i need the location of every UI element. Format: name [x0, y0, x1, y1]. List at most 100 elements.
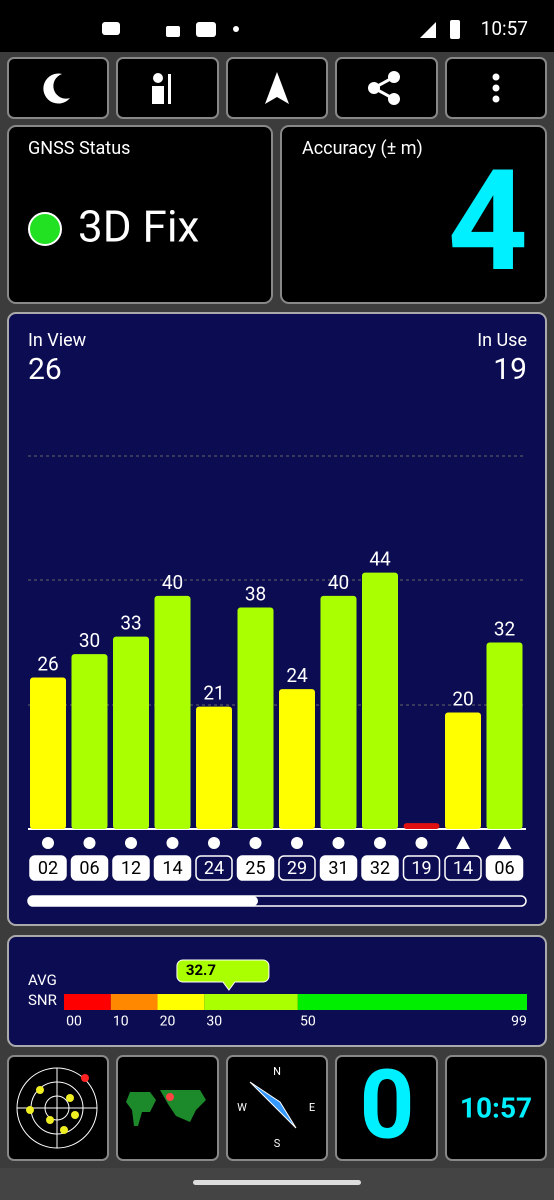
constellation-icon — [125, 837, 137, 849]
satellite-count: 0 — [359, 1049, 414, 1161]
sat-id-box — [112, 855, 150, 881]
gnss-title: GNSS Status — [28, 138, 130, 159]
snr-value: 33 — [120, 612, 141, 635]
sat-id: 06 — [79, 858, 99, 879]
snr-value: 20 — [452, 687, 473, 710]
constellation-icon — [166, 837, 179, 849]
sat-id: 29 — [287, 858, 307, 879]
sat-id: 19 — [411, 858, 431, 879]
constellation-icon — [374, 837, 386, 849]
fix-indicator — [28, 212, 62, 246]
snr-tick-label: 00 — [66, 1014, 82, 1030]
snr-tick-label: 50 — [300, 1014, 316, 1030]
constellation-icon — [208, 837, 220, 849]
sat-id: 14 — [453, 858, 473, 879]
snr-bar — [196, 706, 232, 829]
sat-id-box — [153, 855, 192, 881]
accuracy-value: 4 — [448, 140, 528, 304]
status-time: 10:57 — [481, 17, 528, 40]
sat-id-box — [29, 855, 67, 881]
avg-value: 32.7 — [186, 961, 216, 979]
sat-id-box — [236, 855, 275, 881]
snr-segment — [110, 994, 158, 1010]
clock: 10:57 — [460, 1091, 532, 1124]
compass-letter: E — [309, 1101, 315, 1114]
home-indicator[interactable] — [193, 1180, 361, 1185]
snr-tick-label: 20 — [160, 1014, 176, 1030]
snr-bar — [279, 689, 315, 829]
grid — [28, 455, 526, 706]
snr-bar — [30, 677, 66, 829]
sat-id-box — [485, 855, 524, 881]
satellite-panel — [7, 312, 547, 926]
snr-bar — [486, 642, 523, 829]
status-icons — [102, 20, 460, 39]
snr-bar — [113, 636, 149, 829]
snr-panel — [7, 935, 547, 1047]
compass-letter: W — [237, 1101, 247, 1114]
constellation-icon — [415, 837, 428, 849]
in-view-value: 26 — [28, 352, 62, 387]
snr-bar — [237, 607, 274, 829]
sat-id: 12 — [121, 858, 141, 879]
snr-bar — [445, 712, 481, 829]
sat-id: 06 — [494, 858, 514, 879]
fix-status: 3D Fix — [78, 201, 199, 253]
constellation-icon — [83, 837, 96, 849]
in-view-label: In View — [28, 330, 87, 351]
constellation-icon — [456, 836, 470, 849]
snr-value: 32 — [494, 618, 515, 641]
in-use-value: 19 — [493, 352, 527, 387]
scroll-thumb[interactable] — [28, 896, 258, 906]
accuracy-panel — [280, 125, 547, 304]
snr-value: 40 — [328, 571, 349, 594]
snr-bar — [71, 654, 108, 829]
sat-id-box — [444, 855, 482, 881]
snr-value: 21 — [203, 682, 224, 705]
snr-value: 38 — [245, 583, 266, 606]
sat-id: 31 — [328, 858, 348, 879]
snr-segment — [297, 994, 527, 1010]
constellation-icon — [249, 837, 262, 849]
constellation-icon — [42, 837, 54, 849]
snr-value: 30 — [79, 629, 100, 652]
compass-letter: N — [273, 1065, 281, 1078]
snr-tick-label: 10 — [113, 1014, 129, 1030]
snr-value: 26 — [37, 652, 58, 675]
snr-bar — [154, 595, 191, 829]
avg-marker — [176, 959, 270, 991]
snr-tick-label: 30 — [206, 1014, 222, 1030]
snr-value: 24 — [286, 664, 308, 687]
toolbar — [7, 57, 547, 119]
snr-bar — [320, 595, 357, 829]
compass-letter: S — [274, 1137, 281, 1150]
sat-id-box — [195, 855, 233, 881]
sat-id: 14 — [162, 858, 182, 879]
snr-value: 40 — [162, 571, 183, 594]
sat-id: 02 — [38, 858, 58, 879]
snr-bar — [362, 572, 398, 829]
status-bar — [0, 0, 554, 52]
snr-value: 44 — [369, 548, 391, 571]
map-button[interactable] — [116, 1055, 219, 1161]
sat-id: 24 — [204, 858, 224, 879]
people-button[interactable] — [116, 57, 219, 119]
sat-id-box — [361, 855, 399, 881]
snr-tick-label: 99 — [511, 1014, 527, 1030]
clock-button[interactable] — [445, 1055, 547, 1161]
night-button[interactable] — [7, 57, 109, 119]
snr-label-2: SNR — [28, 991, 57, 1009]
constellation-icon — [332, 837, 345, 849]
snr-segment — [64, 994, 111, 1010]
share-button[interactable] — [335, 57, 438, 119]
snr-label-1: AVG — [28, 971, 57, 989]
constellation-icon — [291, 837, 303, 849]
sat-id-box — [402, 855, 441, 881]
sat-id-box — [70, 855, 109, 881]
snr-bar — [403, 823, 440, 829]
satellite-count-button[interactable] — [335, 1055, 438, 1161]
constellation-icon — [497, 836, 512, 849]
bottom-row: N E S W 0 10:57 — [7, 1049, 547, 1161]
